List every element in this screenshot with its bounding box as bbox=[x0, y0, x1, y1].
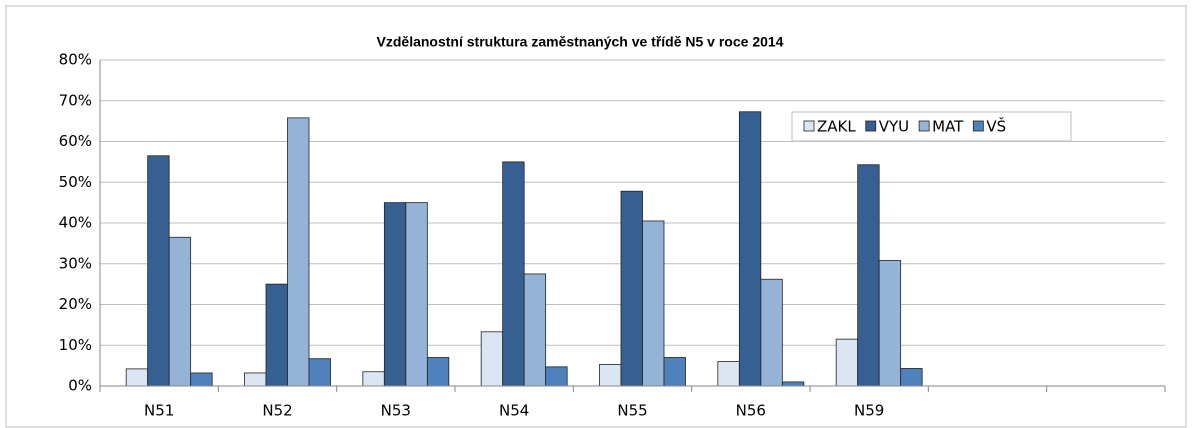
bar bbox=[900, 368, 923, 387]
bar bbox=[308, 358, 331, 387]
legend-swatch bbox=[972, 120, 984, 132]
y-tick-label: 30% bbox=[59, 254, 92, 272]
chart-border bbox=[5, 5, 1187, 428]
bar bbox=[545, 366, 568, 387]
y-tick-label: 10% bbox=[59, 336, 92, 354]
legend-label: VYU bbox=[879, 118, 909, 136]
bar bbox=[362, 371, 385, 387]
bar bbox=[502, 161, 525, 387]
bar bbox=[878, 260, 902, 387]
y-tick-label: 0% bbox=[68, 377, 92, 395]
bar bbox=[244, 372, 267, 387]
legend-swatch bbox=[803, 120, 815, 132]
bar bbox=[480, 331, 504, 387]
bar bbox=[523, 273, 547, 387]
legend-box bbox=[791, 111, 1072, 142]
chart-title: Vzdělanostní struktura zaměstnaných ve t… bbox=[377, 34, 784, 50]
y-tick-label: 50% bbox=[59, 173, 92, 191]
x-tick-label: N56 bbox=[736, 402, 766, 420]
bar bbox=[168, 236, 192, 387]
bar bbox=[620, 190, 643, 387]
x-tick-label: N53 bbox=[381, 402, 411, 420]
legend-swatch bbox=[918, 120, 930, 132]
bar bbox=[599, 364, 622, 387]
bar bbox=[717, 361, 740, 387]
bar bbox=[287, 117, 310, 387]
bar bbox=[663, 357, 686, 387]
x-tick-label: N52 bbox=[262, 402, 292, 420]
x-tick-label: N51 bbox=[144, 402, 174, 420]
bar bbox=[190, 372, 213, 387]
y-tick-label: 20% bbox=[59, 295, 92, 313]
bar bbox=[781, 381, 805, 387]
bar bbox=[426, 357, 450, 387]
bar bbox=[642, 220, 665, 387]
bar bbox=[265, 283, 288, 387]
bar bbox=[125, 368, 149, 387]
legend-label: VŠ bbox=[986, 117, 1006, 136]
bar bbox=[835, 338, 859, 387]
x-tick-label: N59 bbox=[854, 402, 884, 420]
y-tick-label: 60% bbox=[59, 132, 92, 150]
legend-label: MAT bbox=[932, 118, 964, 136]
bar bbox=[760, 278, 783, 387]
bar bbox=[383, 202, 407, 387]
bar bbox=[738, 111, 762, 387]
bar bbox=[405, 202, 428, 387]
bar bbox=[857, 164, 880, 387]
bar bbox=[147, 155, 170, 387]
legend-swatch bbox=[865, 120, 877, 132]
legend-label: ZAKL bbox=[817, 118, 856, 136]
x-tick-label: N55 bbox=[617, 402, 647, 420]
x-tick-label: N54 bbox=[499, 402, 529, 420]
y-tick-label: 80% bbox=[59, 51, 92, 69]
y-tick-label: 70% bbox=[59, 91, 92, 109]
y-tick-label: 40% bbox=[59, 214, 92, 232]
